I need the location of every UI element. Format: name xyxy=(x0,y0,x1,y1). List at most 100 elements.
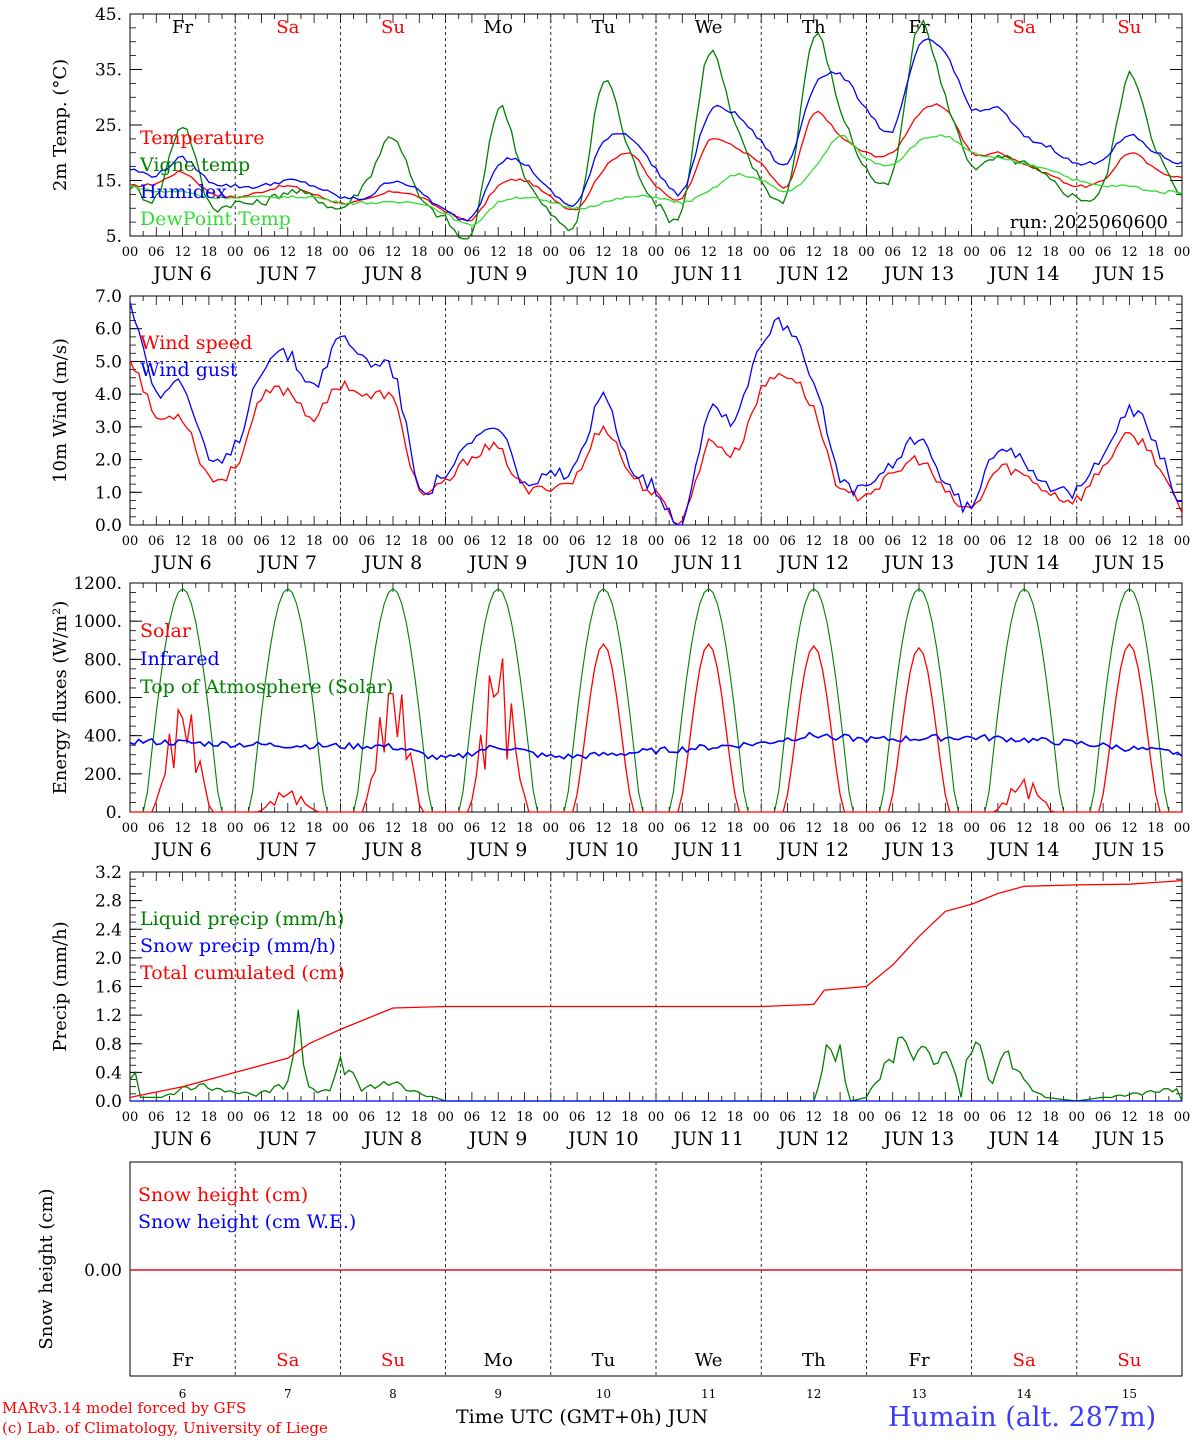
date-label: JUN 8 xyxy=(362,1128,422,1150)
hour-label: 12 xyxy=(174,534,191,549)
y-tick-label: 25. xyxy=(95,116,122,136)
hour-label: 18 xyxy=(516,1110,533,1125)
series-line xyxy=(130,642,1182,813)
date-label: JUN 9 xyxy=(467,839,527,861)
hour-label: 06 xyxy=(1095,1110,1112,1125)
legend-entry: DewPoint Temp xyxy=(140,208,291,230)
hour-label: 06 xyxy=(884,1110,901,1125)
hour-label: 18 xyxy=(621,821,638,836)
hour-label: 06 xyxy=(148,534,165,549)
date-label: JUN 15 xyxy=(1092,263,1164,285)
day-name: Tu xyxy=(592,1350,616,1371)
date-label: JUN 9 xyxy=(467,552,527,574)
hour-label: 00 xyxy=(437,1110,454,1125)
hour-label: 06 xyxy=(884,245,901,260)
hour-label: 18 xyxy=(306,534,323,549)
date-label: JUN 7 xyxy=(257,552,317,574)
run-label: run: 2025060600 xyxy=(1010,212,1168,233)
hour-label: 06 xyxy=(884,821,901,836)
hour-label: 00 xyxy=(648,534,665,549)
date-label: JUN 11 xyxy=(671,1128,743,1150)
hour-label: 06 xyxy=(464,1110,481,1125)
hour-label: 06 xyxy=(253,245,270,260)
legend-entry: Wind gust xyxy=(140,359,238,381)
hour-label: 06 xyxy=(569,534,586,549)
hour-label: 06 xyxy=(148,245,165,260)
y-tick-label: 2.4 xyxy=(95,920,122,940)
hour-label: 18 xyxy=(1147,1110,1164,1125)
day-number: 15 xyxy=(1122,1387,1137,1401)
date-label: JUN 10 xyxy=(566,263,638,285)
hour-label: 00 xyxy=(1069,534,1086,549)
panel-1: 5. 15. 25. 35. 45. 2m Temp. (°C) Fr Sa Su Mo Tu We T… xyxy=(50,5,1190,285)
hour-label: 00 xyxy=(858,1110,875,1125)
day-number: 10 xyxy=(596,1387,611,1401)
hour-label: 12 xyxy=(700,821,717,836)
hour-label: 00 xyxy=(858,821,875,836)
hour-label: 18 xyxy=(306,245,323,260)
day-number: 9 xyxy=(494,1387,502,1401)
hour-label: 12 xyxy=(385,534,402,549)
series-line xyxy=(129,103,1183,222)
legend-entry: Infrared xyxy=(140,648,220,670)
hour-label: 18 xyxy=(201,534,218,549)
hour-label: 12 xyxy=(385,245,402,260)
hour-label: 06 xyxy=(990,534,1007,549)
date-label: JUN 8 xyxy=(362,263,422,285)
hour-label: 00 xyxy=(227,1110,244,1125)
y-tick-label: 45. xyxy=(95,5,122,25)
y-tick-label: 2.0 xyxy=(95,949,122,969)
legend-entry: Top of Atmosphere (Solar) xyxy=(140,676,393,698)
hour-label: 00 xyxy=(648,1110,665,1125)
hour-label: 18 xyxy=(201,245,218,260)
hour-label: 06 xyxy=(253,1110,270,1125)
date-label: JUN 11 xyxy=(671,552,743,574)
hour-label: 18 xyxy=(1147,821,1164,836)
series-line xyxy=(129,879,1183,1099)
date-label: JUN 10 xyxy=(566,552,638,574)
hour-label: 18 xyxy=(516,534,533,549)
date-label: JUN 12 xyxy=(777,1128,849,1150)
hour-label: 18 xyxy=(832,245,849,260)
y-tick-label: 1000. xyxy=(73,612,122,632)
date-label: JUN 14 xyxy=(987,552,1059,574)
y-tick-label: 800. xyxy=(84,650,122,670)
hour-label: 00 xyxy=(858,245,875,260)
day-name: We xyxy=(695,1350,723,1371)
y-tick-label: 6.0 xyxy=(95,320,122,340)
legend-entry: Snow height (cm W.E.) xyxy=(138,1211,356,1233)
hour-label: 12 xyxy=(911,1110,928,1125)
legend-entry: Wind speed xyxy=(140,332,252,354)
hour-label: 12 xyxy=(280,821,297,836)
day-number: 13 xyxy=(911,1387,926,1401)
hour-label: 00 xyxy=(437,534,454,549)
date-label: JUN 15 xyxy=(1092,839,1164,861)
hour-label: 18 xyxy=(727,821,744,836)
hour-label: 00 xyxy=(648,245,665,260)
date-label: JUN 7 xyxy=(257,839,317,861)
date-label: JUN 8 xyxy=(362,839,422,861)
day-name: Su xyxy=(381,17,405,38)
hour-label: 06 xyxy=(990,821,1007,836)
hour-label: 06 xyxy=(464,245,481,260)
hour-label: 00 xyxy=(332,1110,349,1125)
y-tick-label: 1.2 xyxy=(95,1006,122,1026)
hour-label: 00 xyxy=(122,821,139,836)
hour-label: 12 xyxy=(595,245,612,260)
hour-label: 18 xyxy=(1042,245,1059,260)
hour-label: 00 xyxy=(122,534,139,549)
hour-label: 00 xyxy=(543,245,560,260)
y-axis-label: 2m Temp. (°C) xyxy=(50,59,71,191)
hour-label: 06 xyxy=(358,534,375,549)
hour-label: 00 xyxy=(122,245,139,260)
hour-label: 18 xyxy=(411,1110,428,1125)
date-label: JUN 13 xyxy=(882,1128,954,1150)
hour-label: 12 xyxy=(1121,1110,1138,1125)
hour-label: 06 xyxy=(358,821,375,836)
y-tick-label: 0.0 xyxy=(95,516,122,536)
hour-label: 12 xyxy=(595,1110,612,1125)
y-tick-label: 1.6 xyxy=(95,978,122,998)
date-label: JUN 14 xyxy=(987,1128,1059,1150)
hour-label: 18 xyxy=(516,245,533,260)
